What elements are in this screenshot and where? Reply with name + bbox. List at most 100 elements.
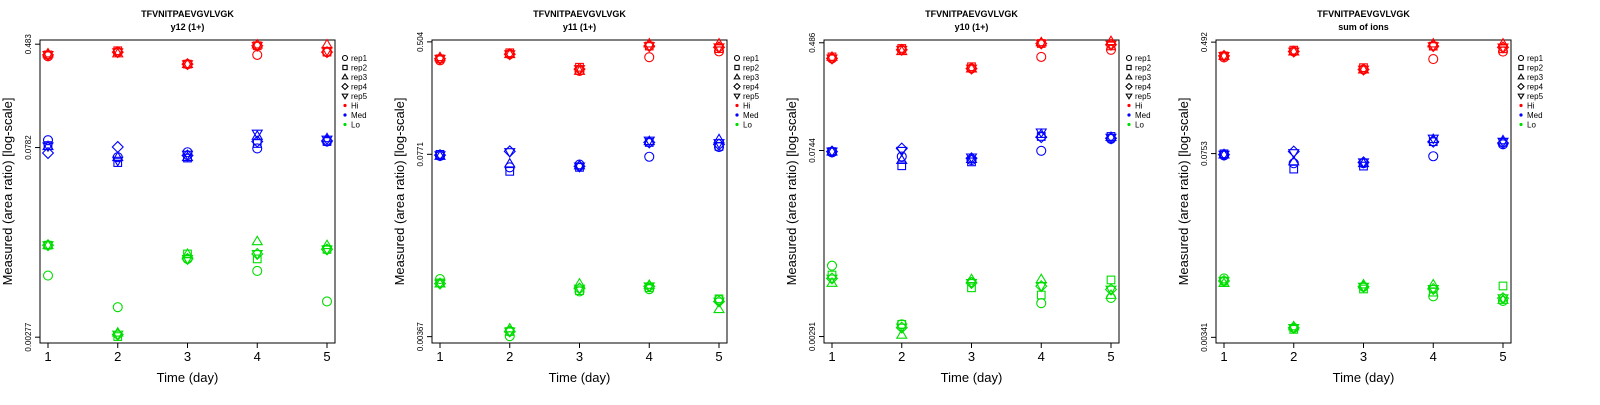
y-tick-label: 0.0771 <box>416 142 425 167</box>
data-point-rep1-lo <box>1497 295 1509 306</box>
triangle-down-icon <box>341 93 349 100</box>
data-point-rep5-med <box>1287 149 1300 160</box>
data-point-rep3-med <box>713 133 725 144</box>
chart-title: TFVNITPAEVGVLVGK <box>533 9 626 19</box>
circle-icon <box>341 54 349 62</box>
plot-frame <box>1215 39 1512 344</box>
data-point-rep3-hi <box>713 37 725 48</box>
data-point-rep2-lo <box>1498 281 1508 291</box>
data-point-rep3-lo <box>1427 278 1440 289</box>
data-point-rep1-med <box>252 143 263 154</box>
data-point-rep5-hi <box>1357 65 1370 76</box>
legend-color-dot <box>735 113 739 117</box>
data-point-rep5-med <box>42 142 54 153</box>
data-point-rep5-hi <box>111 48 124 59</box>
data-point-rep5-lo <box>713 297 725 308</box>
data-point-rep5-lo <box>434 279 446 290</box>
data-point-rep5-lo <box>181 254 194 265</box>
data-point-rep3-hi <box>1105 35 1117 46</box>
data-point-rep5-hi <box>321 46 333 57</box>
y-axis-label: Measured (area ratio) [log-scale] <box>0 98 15 286</box>
plot-frame <box>431 39 728 344</box>
data-point-rep1-med <box>42 135 54 146</box>
legend-label: rep2 <box>351 64 368 73</box>
data-point-rep1-med <box>1428 151 1439 162</box>
legend-label: rep3 <box>743 73 760 82</box>
data-point-rep3-lo <box>1105 288 1117 299</box>
data-point-rep1-lo <box>252 265 263 276</box>
data-point-rep5-lo <box>111 330 124 341</box>
x-tick-label: 3 <box>1360 349 1367 364</box>
data-point-rep3-hi <box>1357 63 1370 74</box>
legend-color-dot <box>1519 113 1523 117</box>
data-point-rep3-hi <box>251 38 264 49</box>
triangle-up-icon <box>341 73 349 80</box>
data-point-rep5-hi <box>1427 42 1440 53</box>
x-tick-label: 5 <box>1107 349 1114 364</box>
data-point-rep3-med <box>895 154 908 164</box>
data-point-rep5-lo <box>251 250 264 260</box>
x-tick-label: 4 <box>1430 349 1437 364</box>
legend-label: Hi <box>351 102 359 111</box>
data-point-rep5-med <box>1497 137 1509 148</box>
chart-subtitle: y11 (1+) <box>563 22 596 32</box>
data-point-rep1-hi <box>1036 51 1047 62</box>
data-point-rep5-hi <box>573 65 586 76</box>
x-tick-label: 5 <box>323 349 330 364</box>
x-tick-label: 4 <box>646 349 653 364</box>
data-point-rep1-lo <box>826 260 838 271</box>
diamond-icon <box>1517 82 1525 91</box>
diamond-icon <box>341 82 349 91</box>
data-point-rep3-med <box>42 140 54 151</box>
data-point-rep4-med <box>1035 130 1048 144</box>
chart-subtitle: y12 (1+) <box>171 22 205 32</box>
data-point-rep5-med <box>251 129 264 140</box>
legend-label: Med <box>1135 111 1151 120</box>
x-tick-label: 2 <box>114 349 121 364</box>
x-tick-label: 3 <box>576 349 583 364</box>
legend-label: rep3 <box>1527 73 1544 82</box>
data-point-rep1-lo <box>42 270 54 281</box>
data-point-rep5-med <box>181 150 194 161</box>
data-point-rep5-lo <box>1035 282 1048 293</box>
y-tick-label: 0.00367 <box>416 322 425 351</box>
y-tick-label: 0.00291 <box>808 322 817 351</box>
data-point-rep4-med <box>643 136 656 149</box>
data-point-rep5-med <box>1427 134 1440 145</box>
x-axis-label: Time (day) <box>157 370 219 385</box>
data-point-rep3-med <box>111 151 124 162</box>
data-point-rep1-med <box>644 151 655 162</box>
legend-color-dot <box>735 122 739 127</box>
y-tick-label: 0.504 <box>416 31 425 52</box>
x-tick-label: 1 <box>436 349 443 364</box>
data-point-rep5-med <box>573 162 586 173</box>
data-point-rep3-hi <box>1497 37 1509 48</box>
data-point-rep5-med <box>643 136 656 147</box>
legend-label: rep1 <box>351 54 368 63</box>
data-point-rep3-lo <box>965 273 978 284</box>
triangle-up-icon <box>1517 73 1525 80</box>
legend-label: rep4 <box>351 83 368 92</box>
chart-panel-2: TFVNITPAEVGVLVGK y11 (1+) 1 2 3 4 5 Time (day) 0… <box>392 9 760 385</box>
x-axis-label: Time (day) <box>941 370 1003 385</box>
circle-icon <box>1517 54 1525 62</box>
data-point-rep5-med <box>434 151 446 162</box>
triangle-down-icon <box>1517 93 1525 100</box>
x-axis-label: Time (day) <box>1333 370 1395 385</box>
diamond-icon <box>1125 82 1133 91</box>
data-point-rep5-lo <box>1357 282 1370 293</box>
data-point-rep3-hi <box>1218 49 1230 60</box>
legend-label: Hi <box>1135 102 1143 111</box>
data-point-rep5-hi <box>1035 39 1048 50</box>
data-point-rep5-hi <box>643 42 656 53</box>
x-tick-label: 2 <box>506 349 513 364</box>
data-point-rep5-med <box>1218 150 1230 161</box>
x-tick-label: 2 <box>898 349 905 364</box>
data-point-rep3-hi <box>503 48 516 59</box>
data-point-rep5-lo <box>503 327 516 338</box>
square-icon <box>342 64 348 71</box>
data-point-rep3-hi <box>181 58 194 69</box>
data-point-rep4-med <box>1427 135 1440 148</box>
